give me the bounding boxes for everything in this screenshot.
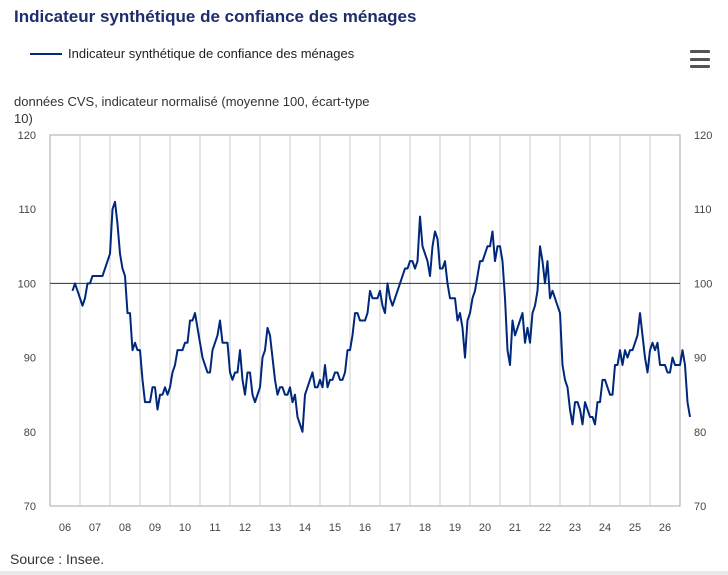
hamburger-menu-icon[interactable]	[690, 50, 710, 68]
y-tick-label-left: 100	[18, 278, 36, 290]
bottom-divider	[0, 571, 728, 575]
series-line	[71, 200, 691, 433]
x-tick-label: 21	[509, 522, 521, 534]
plot-frame	[49, 134, 681, 507]
x-tick-label: 23	[569, 522, 581, 534]
x-tick-label: 14	[299, 522, 311, 534]
x-tick-label: 22	[539, 522, 551, 534]
menu-bar	[690, 65, 710, 68]
x-tick-label: 18	[419, 522, 431, 534]
y-axis-label: données CVS, indicateur normalisé (moyen…	[14, 94, 370, 126]
menu-bar	[690, 50, 710, 53]
legend-line-swatch	[30, 52, 62, 55]
x-tick-label: 11	[209, 522, 220, 534]
y-tick-label-left: 70	[24, 501, 36, 513]
y-tick-label-right: 70	[694, 501, 706, 513]
y-tick-label-right: 90	[694, 353, 706, 365]
legend-label: Indicateur synthétique de confiance des …	[68, 46, 355, 61]
x-tick-label: 07	[89, 522, 101, 534]
y-tick-label-left: 110	[18, 204, 36, 216]
x-tick-label: 08	[119, 522, 131, 534]
y-tick-label-right: 80	[694, 427, 706, 439]
x-tick-label: 25	[629, 522, 641, 534]
y-tick-label-right: 120	[694, 130, 712, 142]
y-tick-label-right: 100	[694, 278, 712, 290]
x-tick-label: 09	[149, 522, 161, 534]
x-tick-label: 20	[479, 522, 491, 534]
y-tick-label-right: 110	[694, 204, 712, 216]
x-tick-label: 24	[599, 522, 611, 534]
source-note: Source : Insee.	[10, 551, 105, 567]
x-tick-label: 12	[239, 522, 251, 534]
legend[interactable]: Indicateur synthétique de confiance des …	[30, 46, 354, 61]
chart-title: Indicateur synthétique de confiance des …	[14, 7, 417, 26]
x-tick-label: 15	[329, 522, 341, 534]
y-tick-label-left: 90	[24, 353, 36, 365]
x-tick-label: 16	[359, 522, 371, 534]
x-tick-label: 13	[269, 522, 281, 534]
x-tick-label: 06	[59, 522, 71, 534]
menu-bar	[690, 57, 710, 61]
x-tick-label: 26	[659, 522, 671, 534]
x-tick-label: 19	[449, 522, 461, 534]
x-tick-label: 17	[389, 522, 401, 534]
y-tick-label-left: 120	[18, 130, 36, 142]
y-tick-label-left: 80	[24, 427, 36, 439]
x-tick-label: 10	[179, 522, 191, 534]
